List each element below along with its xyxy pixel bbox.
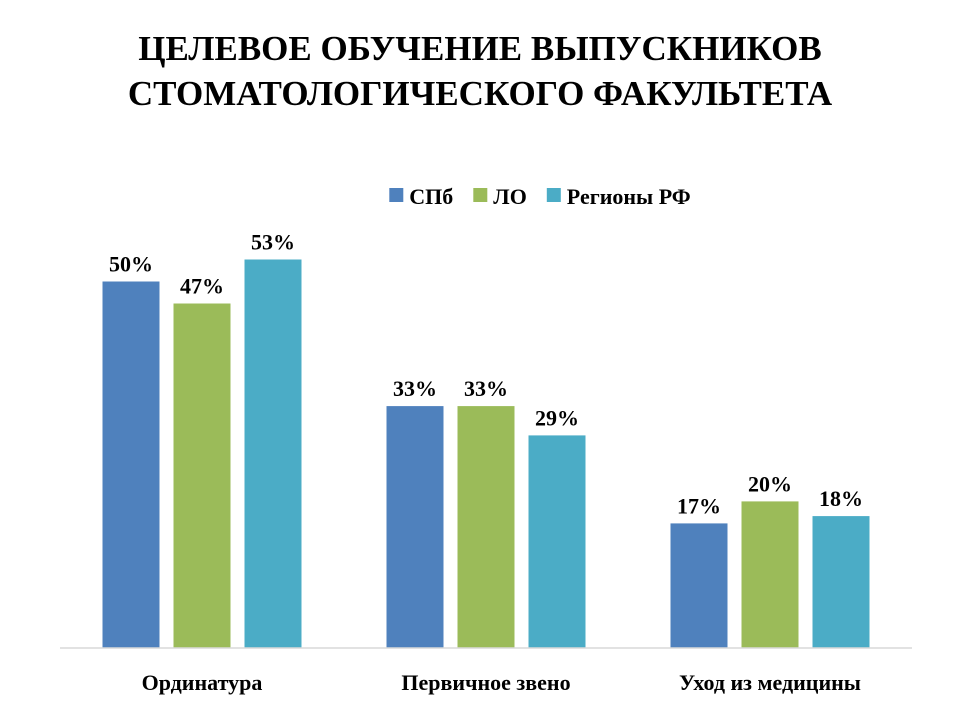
legend-label-3: Регионы РФ [567,184,691,209]
bar-1-1 [102,281,160,648]
bar-3-2 [528,435,586,648]
category-label-1: Ординатура [142,670,263,695]
bar-1-2 [386,406,444,648]
bar-1-3 [670,523,728,648]
data-label-3-1: 53% [251,230,295,255]
data-label-3-3: 18% [819,486,863,511]
chart-title: ЦЕЛЕВОЕ ОБУЧЕНИЕ ВЫПУСКНИКОВ СТОМАТОЛОГИ… [0,26,960,116]
category-label-3: Уход из медицины [679,670,861,695]
data-label-1-1: 50% [109,252,153,277]
legend-swatch-3 [546,188,561,202]
chart-title-line-2: СТОМАТОЛОГИЧЕСКОГО ФАКУЛЬТЕТА [127,74,833,113]
bar-2-2 [457,406,515,648]
x-axis-category-labels: Ординатура Первичное звено Уход из медицин… [142,670,861,695]
data-label-2-1: 47% [180,274,224,299]
chart-title-line-1: ЦЕЛЕВОЕ ОБУЧЕНИЕ ВЫПУСКНИКОВ [138,29,822,68]
bar-2-3 [741,501,799,648]
legend-label-1: СПб [409,184,453,209]
legend-label-2: ЛО [493,184,527,209]
data-label-3-2: 29% [535,405,579,430]
legend-item-2: ЛО [473,184,527,209]
data-label-1-2: 33% [393,376,437,401]
data-label-2-3: 20% [748,471,792,496]
chart-legend: СПб ЛО Регионы РФ [389,184,691,209]
legend-swatch-2 [473,188,488,202]
bar-3-1 [244,259,302,648]
data-label-2-2: 33% [464,376,508,401]
legend-item-3: Регионы РФ [546,184,691,209]
bar-3-3 [812,516,870,648]
chart-bars [102,259,870,648]
legend-item-1: СПб [389,184,453,209]
bar-2-1 [173,303,231,648]
chart-data-labels: 50% 47% 53% 33% 33% 29% 17% 20% 18% [109,230,863,519]
data-label-1-3: 17% [677,493,721,518]
legend-swatch-1 [389,188,404,202]
category-label-2: Первичное звено [401,670,570,695]
